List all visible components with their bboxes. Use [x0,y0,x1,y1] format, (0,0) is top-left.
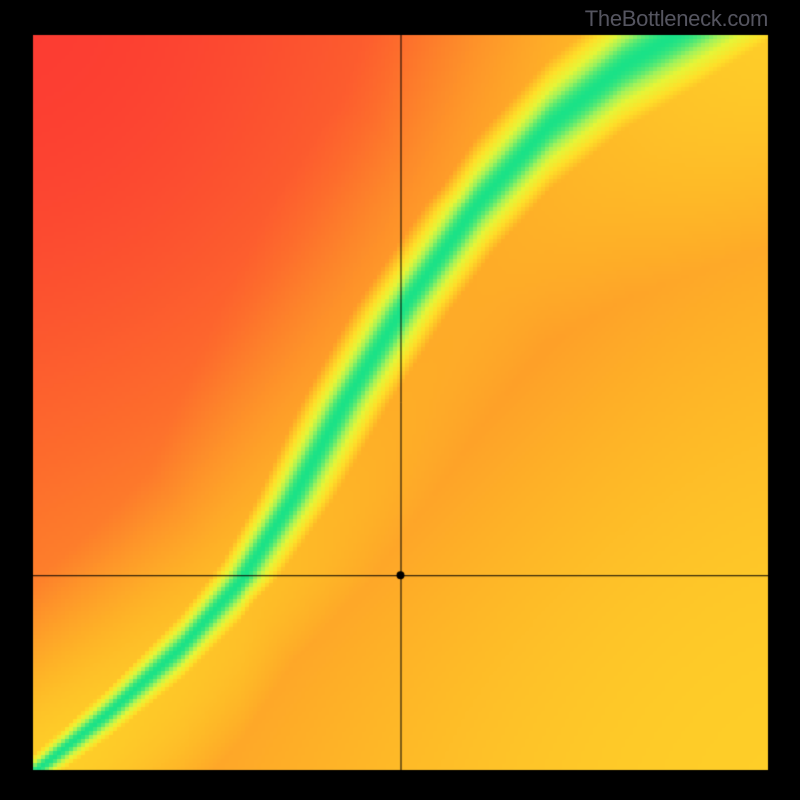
chart-container: TheBottleneck.com [0,0,800,800]
heatmap-canvas [0,0,800,800]
attribution-text: TheBottleneck.com [585,6,768,32]
